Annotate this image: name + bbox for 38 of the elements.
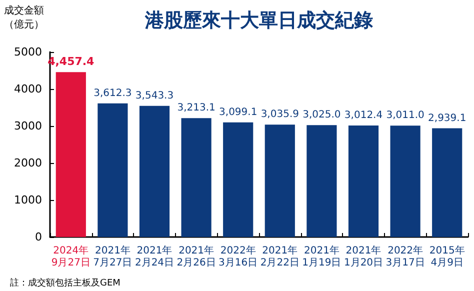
bar bbox=[432, 128, 462, 237]
x-tick-label: 2021年 1月20日 bbox=[344, 244, 384, 268]
data-label: 3,011.0 bbox=[386, 110, 424, 122]
data-label: 3,213.1 bbox=[177, 102, 216, 114]
bar bbox=[139, 106, 170, 237]
x-tick-label: 2021年 2月26日 bbox=[176, 244, 216, 268]
chart-title: 港股歷來十大單日成交紀錄 bbox=[144, 10, 373, 32]
text: 註：成交額包括主板及GEM bbox=[10, 278, 120, 288]
y-tick-label: 0 bbox=[35, 230, 42, 244]
data-label: 3,543.3 bbox=[135, 90, 174, 102]
x-tick-label: 2022年 3月17日 bbox=[386, 244, 425, 268]
x-tick-label: 2015年 4月9日 bbox=[429, 244, 465, 268]
data-label: 2,939.1 bbox=[428, 112, 466, 124]
y-tick-label: 5000 bbox=[14, 46, 42, 58]
y-tick-label: 3000 bbox=[14, 120, 42, 132]
bar bbox=[181, 118, 212, 237]
x-tick-label: 2021年 2月22日 bbox=[260, 244, 300, 268]
bar bbox=[56, 72, 86, 237]
bar bbox=[264, 124, 295, 237]
y-tick-label: 4000 bbox=[14, 82, 42, 96]
x-tick-label: 2021年 7月27日 bbox=[93, 244, 132, 268]
data-label: 3,025.0 bbox=[302, 110, 341, 121]
bar bbox=[223, 122, 254, 237]
bar bbox=[306, 125, 337, 237]
bar bbox=[348, 126, 379, 237]
data-label: 3,012.4 bbox=[344, 110, 383, 122]
data-label: 3,035.9 bbox=[260, 109, 299, 120]
y-axis-title: 成交金額（億元） bbox=[4, 4, 44, 30]
data-label: 3,099.1 bbox=[219, 106, 258, 118]
bar bbox=[390, 126, 420, 237]
y-tick-label: 2000 bbox=[14, 156, 42, 170]
x-tick-label: 2021年 1月19日 bbox=[302, 244, 342, 268]
data-label: 3,612.3 bbox=[94, 88, 132, 99]
x-tick-label: 2024年 9月27日 bbox=[51, 244, 90, 268]
bar bbox=[98, 103, 128, 237]
x-tick-label: 2021年 2月24日 bbox=[134, 244, 174, 268]
y-tick-label: 1000 bbox=[14, 194, 42, 206]
x-tick-label: 2022年 3月16日 bbox=[218, 244, 258, 268]
